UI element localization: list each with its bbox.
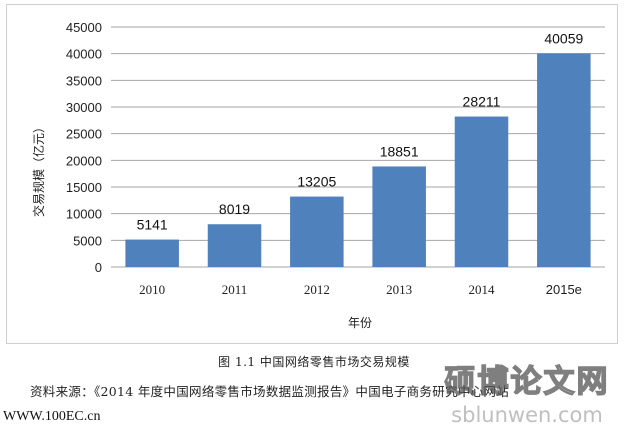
data-label: 13205 bbox=[297, 174, 336, 190]
y-axis-ticks: 0 5000 10000 15000 20000 25000 30000 35000 40000… bbox=[66, 20, 102, 275]
y-tick-label: 25000 bbox=[66, 127, 102, 142]
x-tick-label: 2011 bbox=[222, 282, 248, 297]
bars bbox=[125, 53, 591, 267]
y-tick-label: 5000 bbox=[73, 233, 102, 248]
y-tick-label: 20000 bbox=[66, 153, 102, 168]
bar-2013 bbox=[372, 166, 426, 267]
bar-2012 bbox=[290, 196, 344, 267]
y-tick-label: 0 bbox=[95, 260, 102, 275]
watermark-logo: 硕博论文网 sblunwen.com bbox=[444, 363, 610, 427]
x-tick-label: 2013 bbox=[386, 282, 412, 297]
site-url: WWW.100EC.cn bbox=[3, 409, 101, 424]
bar-2015e bbox=[537, 53, 591, 267]
x-axis-ticks: 2010 2011 2012 2013 2014 2015e bbox=[139, 282, 582, 297]
gridlines bbox=[111, 26, 605, 268]
data-labels: 5141 8019 13205 18851 28211 40059 bbox=[137, 30, 584, 232]
data-label: 5141 bbox=[137, 217, 168, 233]
x-tick-label: 2010 bbox=[139, 282, 165, 297]
data-label: 40059 bbox=[544, 30, 583, 46]
x-axis-title: 年份 bbox=[348, 316, 372, 330]
bar-2011 bbox=[207, 224, 262, 267]
y-tick-label: 35000 bbox=[66, 73, 102, 88]
y-tick-label: 15000 bbox=[66, 180, 102, 195]
watermark-url: sblunwen.com bbox=[451, 403, 603, 427]
bar-2014 bbox=[454, 116, 509, 267]
bar-chart: 0 5000 10000 15000 20000 25000 30000 35000 40000… bbox=[31, 20, 605, 330]
y-tick-label: 10000 bbox=[66, 207, 102, 222]
chart-frame: 0 5000 10000 15000 20000 25000 30000 35000 40000… bbox=[6, 4, 618, 344]
watermark-text: 硕博论文网 bbox=[445, 364, 610, 400]
y-tick-label: 40000 bbox=[66, 47, 102, 62]
y-tick-label: 45000 bbox=[66, 20, 102, 35]
y-axis-title: 交易规模（亿元） bbox=[31, 121, 46, 217]
y-tick-label: 30000 bbox=[66, 100, 102, 115]
data-label: 18851 bbox=[380, 143, 419, 159]
bar-2010 bbox=[125, 239, 179, 267]
data-label: 8019 bbox=[219, 201, 250, 217]
data-label: 28211 bbox=[463, 94, 501, 110]
x-tick-label: 2015e bbox=[546, 282, 582, 297]
source-note: 资料来源：《2014 年度中国网络零售市场数据监测报告》中国电子商务研究中心网站 bbox=[30, 384, 510, 399]
figure-caption: 图 1.1 中国网络零售市场交易规模 bbox=[218, 355, 410, 369]
x-tick-label: 2012 bbox=[304, 282, 330, 297]
x-tick-label: 2014 bbox=[469, 282, 496, 297]
